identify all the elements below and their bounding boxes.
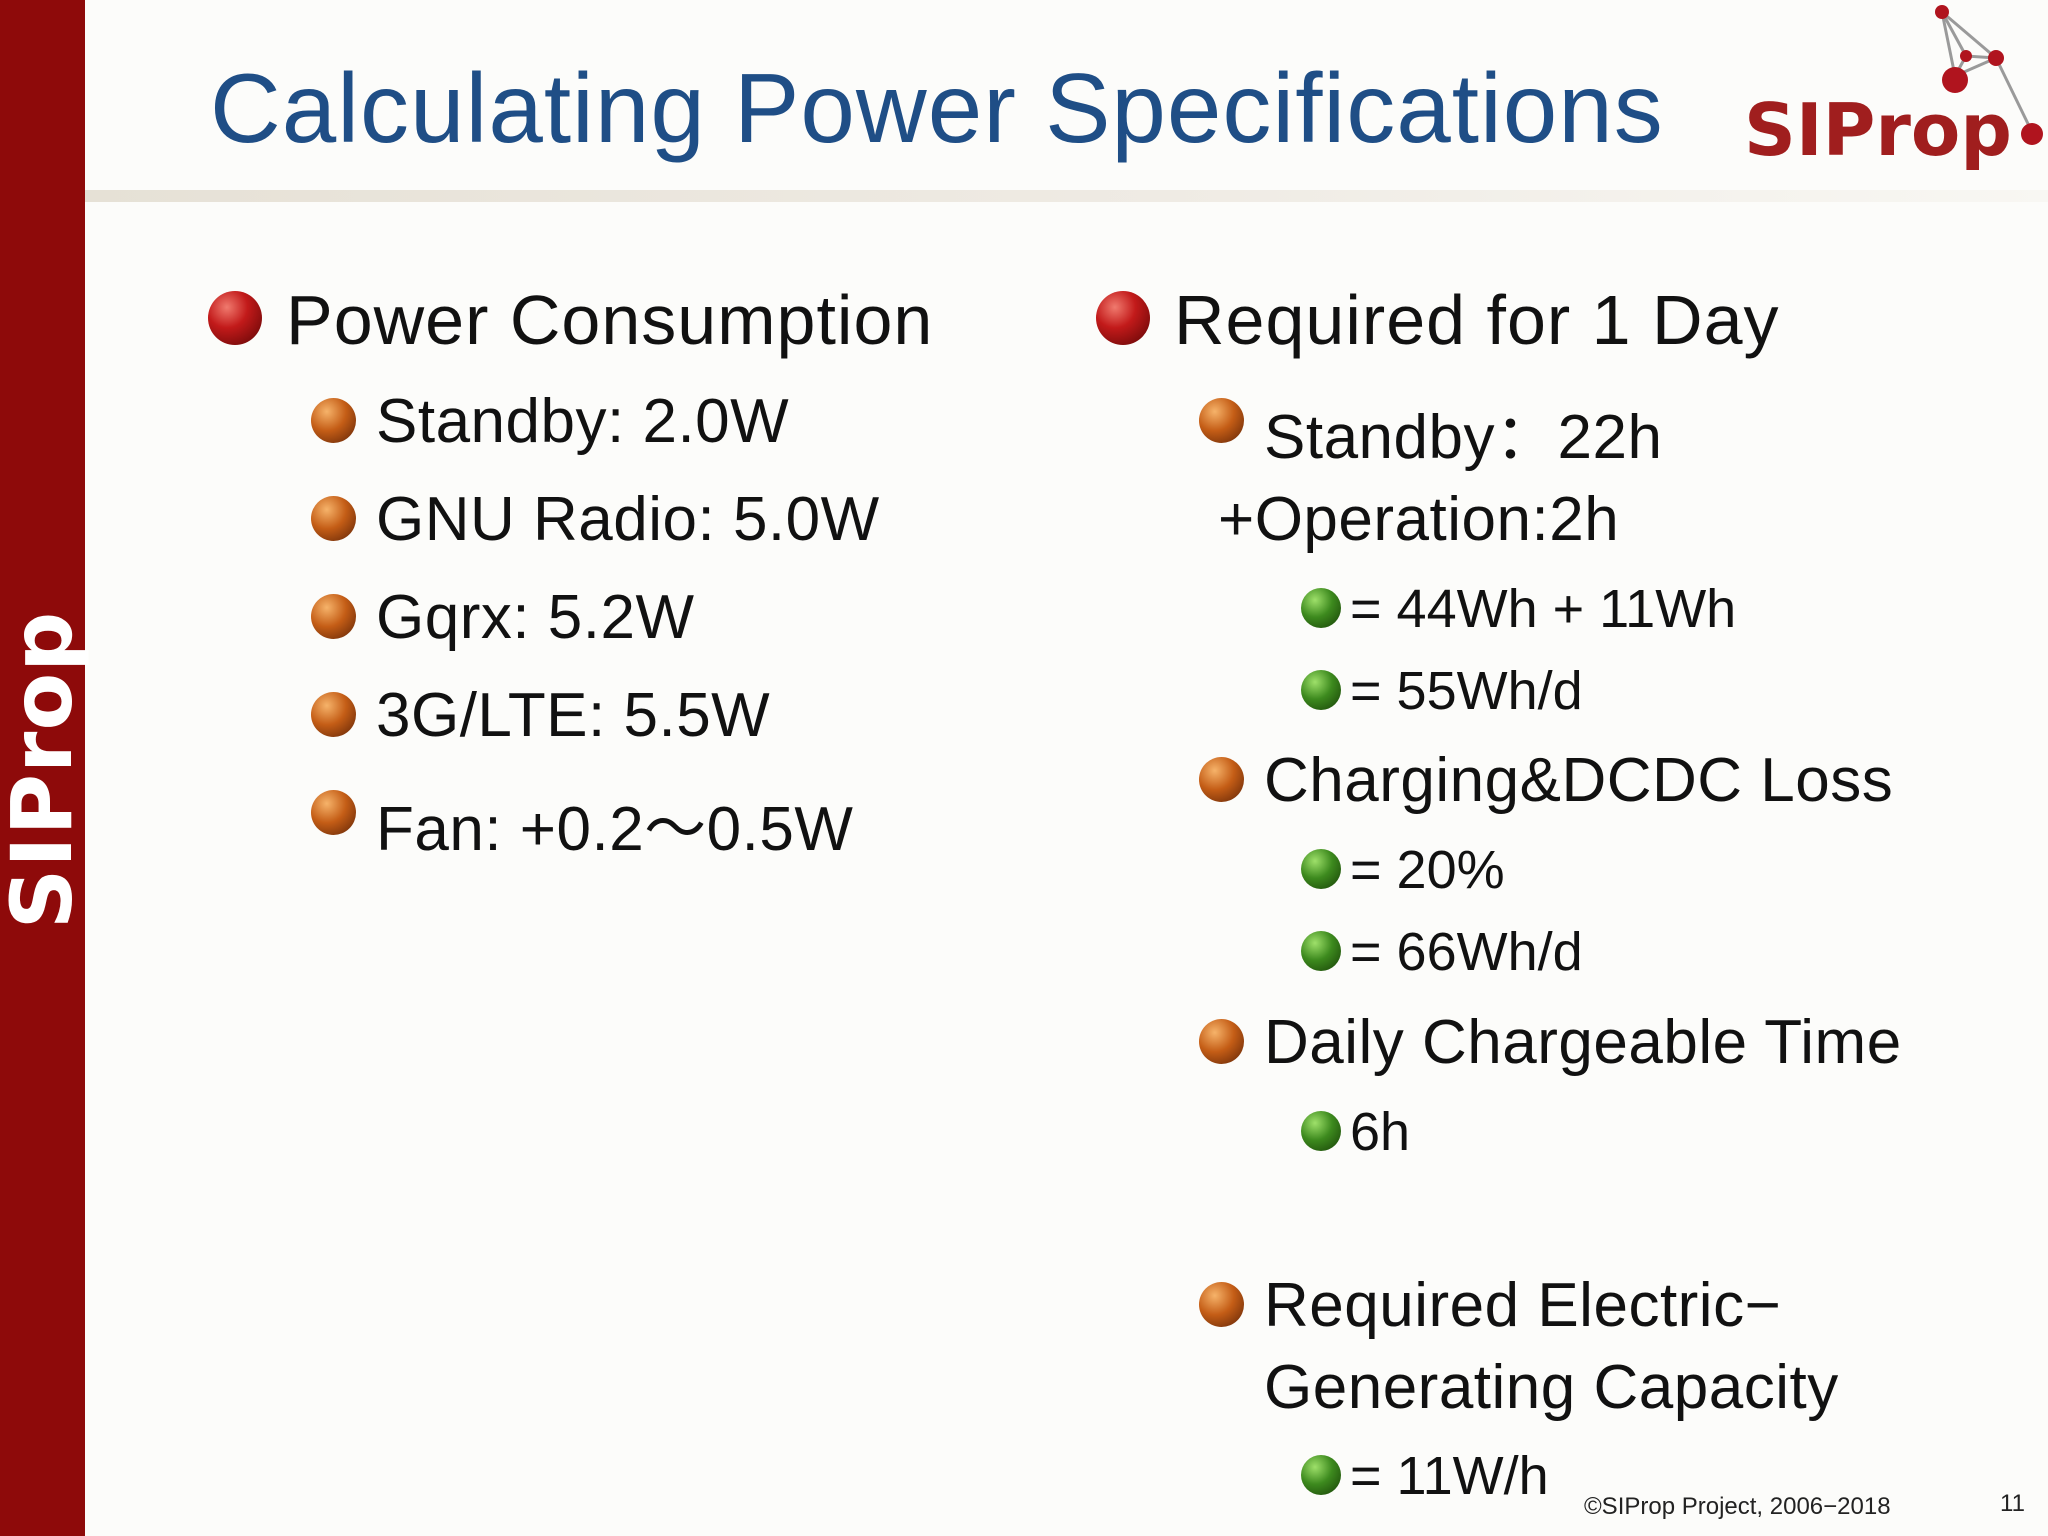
bullet-orange-icon — [1199, 1019, 1244, 1064]
bullet-orange-icon — [311, 692, 356, 737]
copyright: ©SIProp Project, 2006−2018 — [1584, 1493, 1891, 1520]
daily-line: Daily Chargeable Time — [1264, 1008, 1902, 1077]
left-heading: Power Consumption — [286, 281, 934, 359]
slide-title: Calculating Power Specifications — [210, 53, 1664, 163]
bullet-green-icon — [1301, 670, 1341, 710]
standby-sub-item: = 55Wh/d — [1350, 661, 1583, 721]
sidebar-brand: SIProp — [0, 610, 91, 930]
siprop-logo: SIProp — [1730, 0, 2048, 190]
bullet-orange-icon — [311, 496, 356, 541]
left-item: 3G/LTE: 5.5W — [376, 681, 771, 750]
capacity-line-1: Required Electric− — [1264, 1271, 1782, 1340]
page-number: 11 — [2000, 1490, 2025, 1517]
bullet-orange-icon — [311, 398, 356, 443]
left-item: Fan: +0.2〜0.5W — [376, 795, 854, 864]
logo-network-icon — [1935, 5, 2043, 145]
loss-sub-item: = 20% — [1350, 840, 1505, 900]
title-divider — [85, 190, 2048, 202]
bullet-green-icon — [1301, 849, 1341, 889]
bullet-red-icon — [1096, 291, 1150, 345]
left-item: GNU Radio: 5.0W — [376, 485, 880, 554]
loss-line: Charging&DCDC Loss — [1264, 746, 1894, 815]
standby-line: Standby：22h — [1264, 403, 1663, 472]
left-item: Gqrx: 5.2W — [376, 583, 695, 652]
bullet-red-icon — [208, 291, 262, 345]
bullet-orange-icon — [1199, 757, 1244, 802]
standby-sub-item: = 44Wh + 11Wh — [1350, 579, 1737, 639]
bullet-green-icon — [1301, 931, 1341, 971]
bullet-green-icon — [1301, 1455, 1341, 1495]
right-heading: Required for 1 Day — [1174, 281, 1780, 359]
bullet-green-icon — [1301, 1111, 1341, 1151]
bullet-orange-icon — [1199, 1282, 1244, 1327]
bullet-green-icon — [1301, 588, 1341, 628]
daily-sub-item: 6h — [1350, 1102, 1411, 1162]
bullet-orange-icon — [311, 594, 356, 639]
capacity-sub-item: = 11W/h — [1350, 1446, 1549, 1506]
bullet-orange-icon — [311, 790, 356, 835]
operation-line: +Operation:2h — [1218, 485, 1620, 554]
logo-text: SIProp — [1744, 88, 2012, 172]
capacity-line-2: Generating Capacity — [1264, 1353, 1839, 1422]
sidebar: SIProp — [0, 0, 91, 1536]
left-item: Standby: 2.0W — [376, 387, 790, 456]
bullet-orange-icon — [1199, 398, 1244, 443]
loss-sub-item: = 66Wh/d — [1350, 922, 1583, 982]
